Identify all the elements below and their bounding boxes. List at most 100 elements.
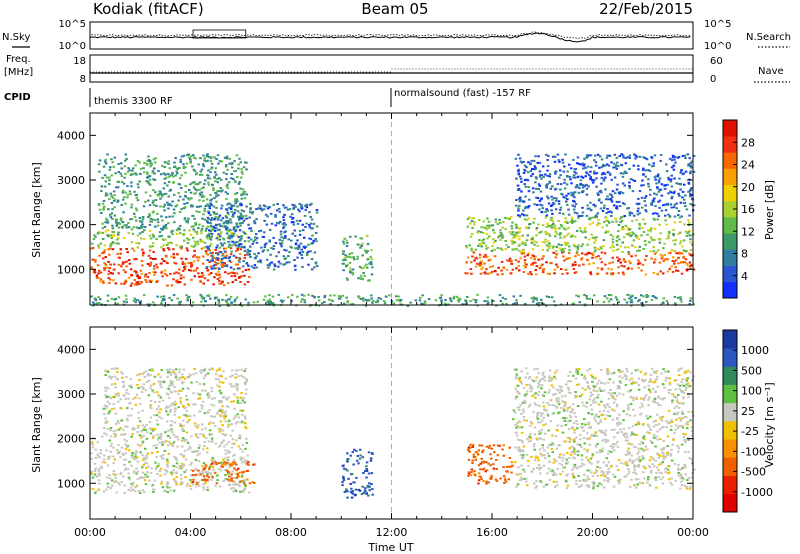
range-cell [124, 202, 127, 205]
range-cell [545, 244, 549, 247]
range-cell [397, 295, 400, 298]
range-cell [268, 294, 271, 297]
range-cell [606, 477, 610, 479]
range-cell [169, 383, 172, 386]
range-cell [664, 258, 667, 261]
range-cell [520, 476, 523, 479]
range-cell [132, 300, 136, 302]
range-cell [644, 175, 648, 178]
range-cell [643, 222, 647, 225]
range-cell [622, 273, 625, 276]
range-cell [670, 459, 674, 462]
range-cell [133, 283, 137, 286]
range-cell [625, 301, 629, 304]
range-cell [192, 156, 196, 159]
scatter-region-4 [467, 443, 514, 485]
range-cell [482, 271, 486, 274]
range-cell [628, 211, 632, 214]
range-cell [465, 245, 468, 247]
range-cell [651, 212, 655, 215]
range-cell [215, 200, 218, 203]
range-cell [586, 475, 589, 478]
range-cell [486, 237, 489, 240]
range-cell [141, 471, 145, 474]
range-cell [624, 224, 628, 227]
range-cell [472, 251, 476, 254]
range-cell [547, 202, 551, 205]
range-cell [510, 233, 513, 236]
range-cell [121, 225, 124, 228]
range-cell [472, 217, 475, 219]
range-cell [541, 271, 545, 274]
range-cell [552, 203, 556, 205]
range-cell [658, 206, 661, 209]
range-cell [253, 264, 257, 267]
range-cell [201, 423, 204, 426]
range-cell [160, 435, 163, 438]
range-cell [161, 443, 164, 446]
range-cell [499, 221, 502, 224]
range-cell [617, 230, 620, 233]
range-cell [206, 237, 209, 240]
range-cell [114, 172, 117, 175]
range-cell [677, 193, 680, 196]
range-cell [523, 242, 527, 245]
range-cell [176, 436, 179, 438]
range-cell [552, 251, 555, 254]
range-cell [173, 212, 176, 215]
range-cell [182, 463, 185, 466]
range-cell [571, 234, 574, 236]
range-cell [210, 166, 214, 169]
range-cell [230, 400, 233, 403]
range-cell [290, 239, 293, 242]
range-cell [461, 303, 464, 306]
range-cell [230, 475, 233, 478]
range-cell [232, 178, 235, 180]
range-cell [683, 198, 686, 201]
range-cell [215, 258, 218, 261]
range-cell [234, 490, 238, 492]
range-cell [611, 196, 614, 198]
range-cell [525, 263, 528, 266]
range-cell [227, 396, 230, 399]
range-cell [202, 255, 205, 258]
range-cell [220, 264, 223, 267]
range-cell [648, 193, 652, 196]
range-cell [268, 298, 271, 301]
range-cell [645, 300, 648, 303]
range-cell [659, 454, 662, 457]
range-cell [601, 173, 604, 176]
range-cell [163, 450, 167, 452]
range-cell [471, 255, 474, 258]
range-cell [205, 266, 209, 269]
range-cell [214, 167, 217, 170]
range-cell [103, 225, 107, 228]
range-cell [293, 204, 296, 207]
range-cell [154, 199, 158, 201]
range-cell [218, 276, 222, 279]
range-cell [567, 208, 570, 211]
range-cell [279, 243, 283, 246]
range-cell [644, 169, 648, 172]
range-cell [179, 232, 182, 235]
range-cell [567, 251, 571, 254]
range-cell [122, 381, 125, 384]
range-cell [175, 476, 178, 478]
range-cell [667, 178, 671, 181]
range-cell [218, 267, 221, 270]
range-cell [529, 163, 532, 166]
range-cell [181, 429, 184, 432]
range-cell [365, 298, 368, 301]
range-cell [186, 421, 189, 424]
range-cell [173, 193, 176, 196]
range-cell [96, 454, 100, 457]
range-cell [657, 179, 661, 182]
range-cell [593, 236, 596, 239]
range-cell [267, 266, 270, 269]
range-cell [227, 472, 230, 475]
range-cell [623, 236, 626, 239]
range-cell [683, 223, 686, 226]
range-cell [608, 210, 612, 213]
range-cell [230, 301, 233, 304]
range-cell [283, 206, 287, 209]
